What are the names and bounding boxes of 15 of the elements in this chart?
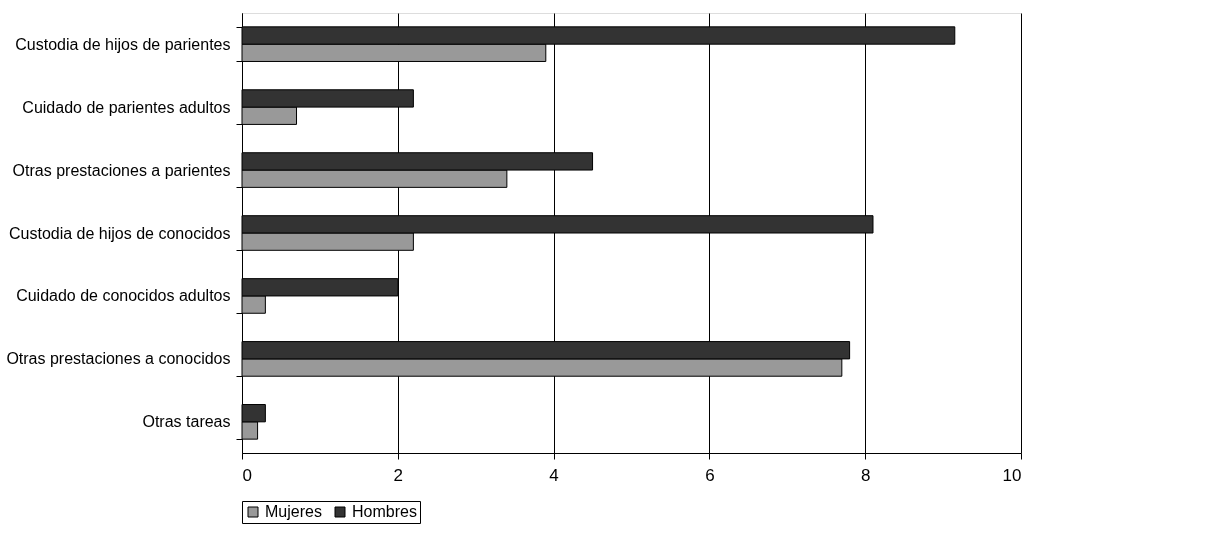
y-tick-label: Otras tareas — [142, 413, 231, 431]
x-tick-label: 10 — [1002, 465, 1022, 485]
x-tick-label: 4 — [549, 465, 559, 485]
y-tick-label: Custodia de hijos de parientes — [15, 35, 231, 53]
y-tick-label: Otras prestaciones a conocidos — [6, 350, 231, 368]
y-tick-label: Otras prestaciones a parientes — [12, 161, 231, 179]
legend-label: Hombres — [352, 503, 417, 520]
y-tick-label: Cuidado de conocidos adultos — [16, 287, 231, 305]
x-tick-label: 2 — [393, 465, 404, 485]
x-tick-label: 8 — [860, 465, 871, 485]
x-tick-label: 6 — [705, 465, 715, 485]
legend-label: Mujeres — [265, 503, 322, 520]
x-tick-label: 0 — [242, 465, 252, 485]
y-tick-label: Cuidado de parientes adultos — [22, 98, 231, 116]
y-tick-label: Custodia de hijos de conocidos — [9, 224, 231, 242]
